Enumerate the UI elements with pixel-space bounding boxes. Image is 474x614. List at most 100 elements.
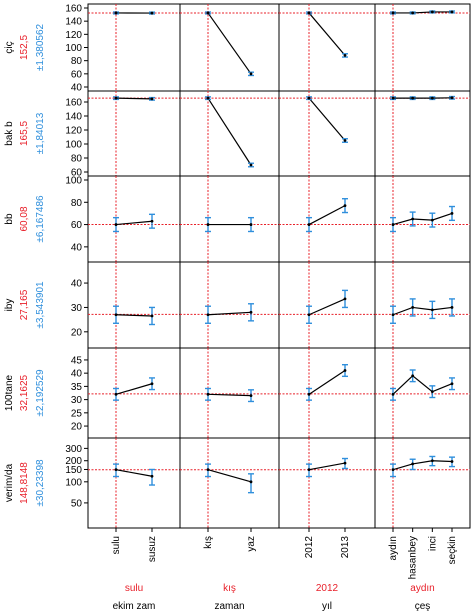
- panel-frame: [179, 261, 280, 349]
- y-tick-label: 25: [71, 408, 83, 419]
- response-mean-label: 32,1625: [19, 374, 30, 411]
- mean-point: [430, 96, 434, 100]
- means-line: [207, 97, 252, 166]
- y-tick-label: 120: [65, 30, 82, 41]
- mean-point: [343, 139, 347, 142]
- mean-point: [307, 392, 311, 396]
- panel-frame: [278, 3, 376, 92]
- mean-point: [411, 96, 415, 100]
- panel-frame: [374, 437, 471, 529]
- mean-point: [307, 96, 311, 100]
- means-line: [392, 460, 453, 471]
- mean-point: [391, 96, 395, 100]
- mean-point: [249, 72, 253, 76]
- means-line: [308, 97, 346, 141]
- panel-frame: [374, 3, 471, 92]
- x-tick-label: kış: [203, 536, 214, 549]
- mean-point: [150, 382, 154, 386]
- y-tick-label: 40: [71, 242, 83, 253]
- y-tick-label: 20: [71, 422, 83, 433]
- panel-frame: [374, 347, 471, 439]
- mean-point: [307, 468, 311, 472]
- mean-point: [114, 96, 118, 100]
- y-tick-label: 45: [71, 355, 83, 366]
- mean-point: [114, 223, 118, 226]
- panel-frame: [87, 175, 181, 263]
- response-name: bb: [4, 213, 15, 225]
- factor-name: ekim zam: [113, 601, 156, 612]
- mean-point: [450, 10, 454, 14]
- y-tick-label: 40: [71, 83, 83, 94]
- mean-point: [343, 369, 347, 372]
- panel-frame: [278, 437, 376, 529]
- mean-point: [307, 11, 311, 15]
- factor-reference-level: kış: [223, 583, 236, 594]
- response-name: bak b: [4, 121, 15, 146]
- mean-point: [343, 204, 347, 208]
- mean-point: [307, 223, 311, 226]
- means-line: [207, 311, 252, 316]
- x-tick-label: susuz: [147, 536, 158, 562]
- mean-point: [249, 394, 253, 398]
- y-tick-label: 40: [71, 369, 83, 380]
- panel-frame: [179, 347, 280, 439]
- means-line: [115, 469, 153, 477]
- y-tick-label: 20: [71, 327, 83, 338]
- factor-name: çeş: [415, 601, 431, 612]
- y-tick-label: 30: [71, 395, 83, 406]
- mean-point: [411, 217, 415, 221]
- mean-point: [206, 11, 210, 15]
- factor-reference-level: aydın: [410, 583, 434, 594]
- mean-point: [206, 313, 210, 317]
- y-tick-label: 160: [65, 4, 82, 15]
- y-tick-label: 140: [65, 112, 82, 123]
- mean-point: [150, 11, 154, 15]
- means-line: [308, 298, 346, 316]
- means-line: [115, 220, 153, 226]
- response-ci-label: ±6,167486: [35, 195, 46, 243]
- y-tick-label: 80: [71, 198, 83, 209]
- x-tick-label: hasanbey: [408, 536, 419, 579]
- mean-point: [450, 306, 454, 309]
- factor-reference-level: 2012: [316, 583, 339, 594]
- means-line: [207, 393, 252, 397]
- x-tick-label: aydın: [388, 536, 399, 560]
- response-name: 100tane: [4, 374, 15, 411]
- mean-point: [430, 308, 434, 312]
- mean-point: [391, 392, 395, 396]
- response-ci-label: ±3,543901: [35, 281, 46, 329]
- panel-frame: [278, 175, 376, 263]
- mean-point: [391, 223, 395, 226]
- mean-point: [343, 297, 347, 301]
- y-tick-label: 60: [71, 220, 83, 231]
- response-mean-label: 60,08: [19, 206, 30, 231]
- y-tick-label: 100: [65, 477, 82, 488]
- mean-point: [150, 97, 154, 101]
- x-tick-label: inci: [427, 536, 438, 551]
- response-mean-label: 165,5: [19, 121, 30, 146]
- panel-frame: [87, 347, 181, 439]
- mean-point: [249, 310, 253, 314]
- mean-point: [206, 96, 210, 100]
- response-mean-label: 152,5: [19, 35, 30, 60]
- mean-point: [391, 11, 395, 15]
- mean-point: [150, 314, 154, 318]
- response-mean-label: 148,8148: [19, 462, 30, 504]
- y-tick-label: 40: [71, 279, 83, 290]
- y-tick-label: 60: [71, 69, 83, 80]
- panel-frame: [179, 437, 280, 529]
- panel-frame: [278, 261, 376, 349]
- means-line: [207, 12, 252, 75]
- mean-point: [114, 392, 118, 396]
- mean-point: [206, 392, 210, 396]
- x-tick-label: sulu: [111, 536, 122, 554]
- mean-point: [411, 306, 415, 309]
- mean-point: [114, 11, 118, 15]
- mean-point: [430, 218, 434, 222]
- means-line: [308, 205, 346, 226]
- panel-frame: [87, 90, 181, 177]
- x-tick-label: 2013: [340, 536, 351, 559]
- y-tick-label: 140: [65, 17, 82, 28]
- y-tick-label: 300: [65, 444, 82, 455]
